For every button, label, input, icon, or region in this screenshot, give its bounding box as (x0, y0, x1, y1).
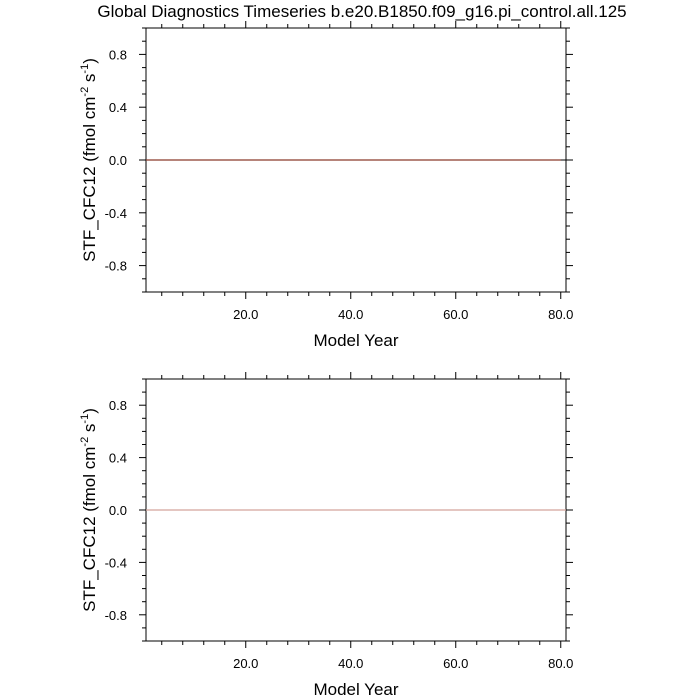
x-axis-label: Model Year (313, 680, 398, 699)
y-tick-label: 0.8 (109, 47, 127, 62)
x-axis-label: Model Year (313, 331, 398, 350)
y-tick-label: -0.4 (105, 206, 127, 221)
x-tick-label: 80.0 (548, 307, 573, 322)
top-panel: 20.0 40.0 60.0 80.0 0.8 0.4 0.0 -0.4 -0.8 Model Y… (79, 21, 573, 350)
y-axis-label: STF_CFC12 (fmol cm-2 s-1) (79, 408, 99, 612)
y-tick-label: 0.0 (109, 153, 127, 168)
y-tick-label: -0.8 (105, 608, 127, 623)
y-tick-label: -0.4 (105, 555, 127, 570)
y-tick-label: 0.4 (109, 451, 127, 466)
x-tick-label: 60.0 (443, 656, 468, 671)
y-tick-label: 0.0 (109, 503, 127, 518)
x-tick-label: 40.0 (338, 307, 363, 322)
x-tick-label: 80.0 (548, 656, 573, 671)
y-tick-label: 0.4 (109, 100, 127, 115)
x-tick-label: 20.0 (233, 656, 258, 671)
x-tick-label: 20.0 (233, 307, 258, 322)
y-tick-label: 0.8 (109, 398, 127, 413)
x-tick-label: 60.0 (443, 307, 468, 322)
x-tick-label: 40.0 (338, 656, 363, 671)
bottom-panel: 20.0 40.0 60.0 80.0 0.8 0.4 0.0 -0.4 -0.8 Model Y… (79, 372, 573, 699)
y-axis-label: STF_CFC12 (fmol cm-2 s-1) (79, 58, 99, 262)
y-tick-label: -0.8 (105, 259, 127, 274)
figure-title: Global Diagnostics Timeseries b.e20.B185… (97, 2, 626, 21)
